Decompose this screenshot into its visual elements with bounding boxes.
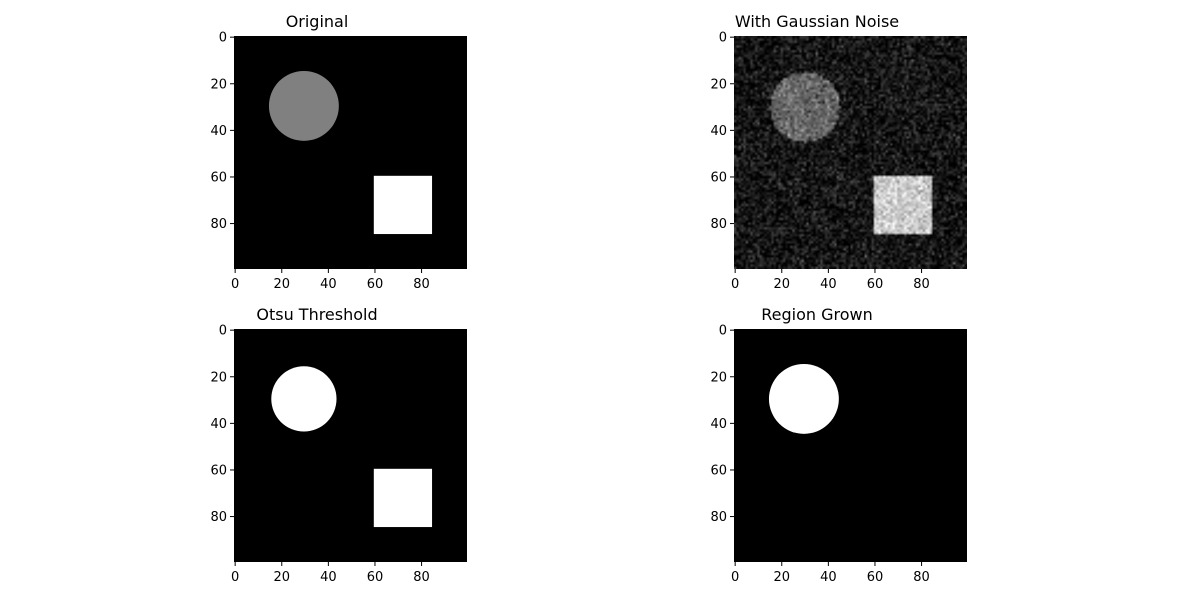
y-tick-label: 60 [710,170,727,185]
image-svg [768,363,839,434]
y-tick-label: 80 [210,510,227,525]
y-tick-label: 20 [210,370,227,385]
x-tick-label: 40 [320,570,337,585]
y-tick-label: 20 [210,77,227,92]
x-tick-label: 60 [367,277,384,292]
y-tick-label: 40 [210,124,227,139]
y-tick-label: 20 [710,77,727,92]
x-tick-label: 80 [913,277,930,292]
x-tick-label: 20 [773,277,790,292]
noise-canvas [734,36,967,269]
y-tick-label: 0 [719,324,727,339]
axes: 0 20 40 60 80 0 20 40 60 80 [710,324,930,585]
circle-region [268,70,339,141]
panel-title: Otsu Threshold [256,305,378,324]
axes: 0 20 40 60 80 0 20 40 60 80 [210,31,430,292]
axes: 0 20 40 60 80 0 20 40 60 80 [710,31,930,292]
y-tick-label: 80 [710,510,727,525]
x-tick-label: 60 [367,570,384,585]
x-tick-label: 0 [231,570,239,585]
y-tick-label: 0 [719,31,727,46]
x-tick-label: 80 [413,277,430,292]
x-tick-label: 0 [231,277,239,292]
circle-region [271,366,337,432]
x-tick-label: 40 [820,570,837,585]
circle-region [768,363,839,434]
y-tick-label: 40 [710,124,727,139]
x-tick-label: 80 [413,570,430,585]
panel-original: Original 0 20 40 60 80 0 20 40 60 80 [167,12,467,302]
image-noisy [734,36,967,269]
x-tick-label: 0 [731,277,739,292]
square-region [373,468,433,528]
y-tick-label: 80 [710,217,727,232]
y-tick-label: 60 [710,463,727,478]
panel-title: Region Grown [761,305,873,324]
x-tick-label: 40 [820,277,837,292]
panel-title: With Gaussian Noise [734,12,900,31]
y-tick-label: 0 [219,324,227,339]
axes: 0 20 40 60 80 0 20 40 60 80 [210,324,430,585]
image-region-grown [734,329,967,562]
x-tick-label: 20 [273,277,290,292]
image-svg [271,366,433,528]
y-tick-label: 80 [210,217,227,232]
x-tick-label: 60 [867,277,884,292]
y-tick-label: 60 [210,170,227,185]
x-tick-label: 0 [731,570,739,585]
x-tick-label: 20 [273,570,290,585]
square-region [373,175,433,235]
x-tick-label: 40 [320,277,337,292]
x-tick-label: 80 [913,570,930,585]
x-tick-label: 20 [773,570,790,585]
y-tick-label: 40 [210,417,227,432]
y-tick-label: 60 [210,463,227,478]
panel-region-grown: Region Grown 0 20 40 60 80 0 20 40 60 80 [667,305,967,595]
y-tick-label: 20 [710,370,727,385]
image-svg [268,70,433,235]
panel-title: Original [285,12,349,31]
x-tick-label: 60 [867,570,884,585]
panel-noisy: With Gaussian Noise 0 20 40 60 80 0 20 40 60 80 [667,12,967,302]
image-otsu [234,329,467,562]
image-original [234,36,467,269]
y-tick-label: 0 [219,31,227,46]
panel-otsu: Otsu Threshold 0 20 40 60 80 0 20 40 60 80 [167,305,467,595]
y-tick-label: 40 [710,417,727,432]
